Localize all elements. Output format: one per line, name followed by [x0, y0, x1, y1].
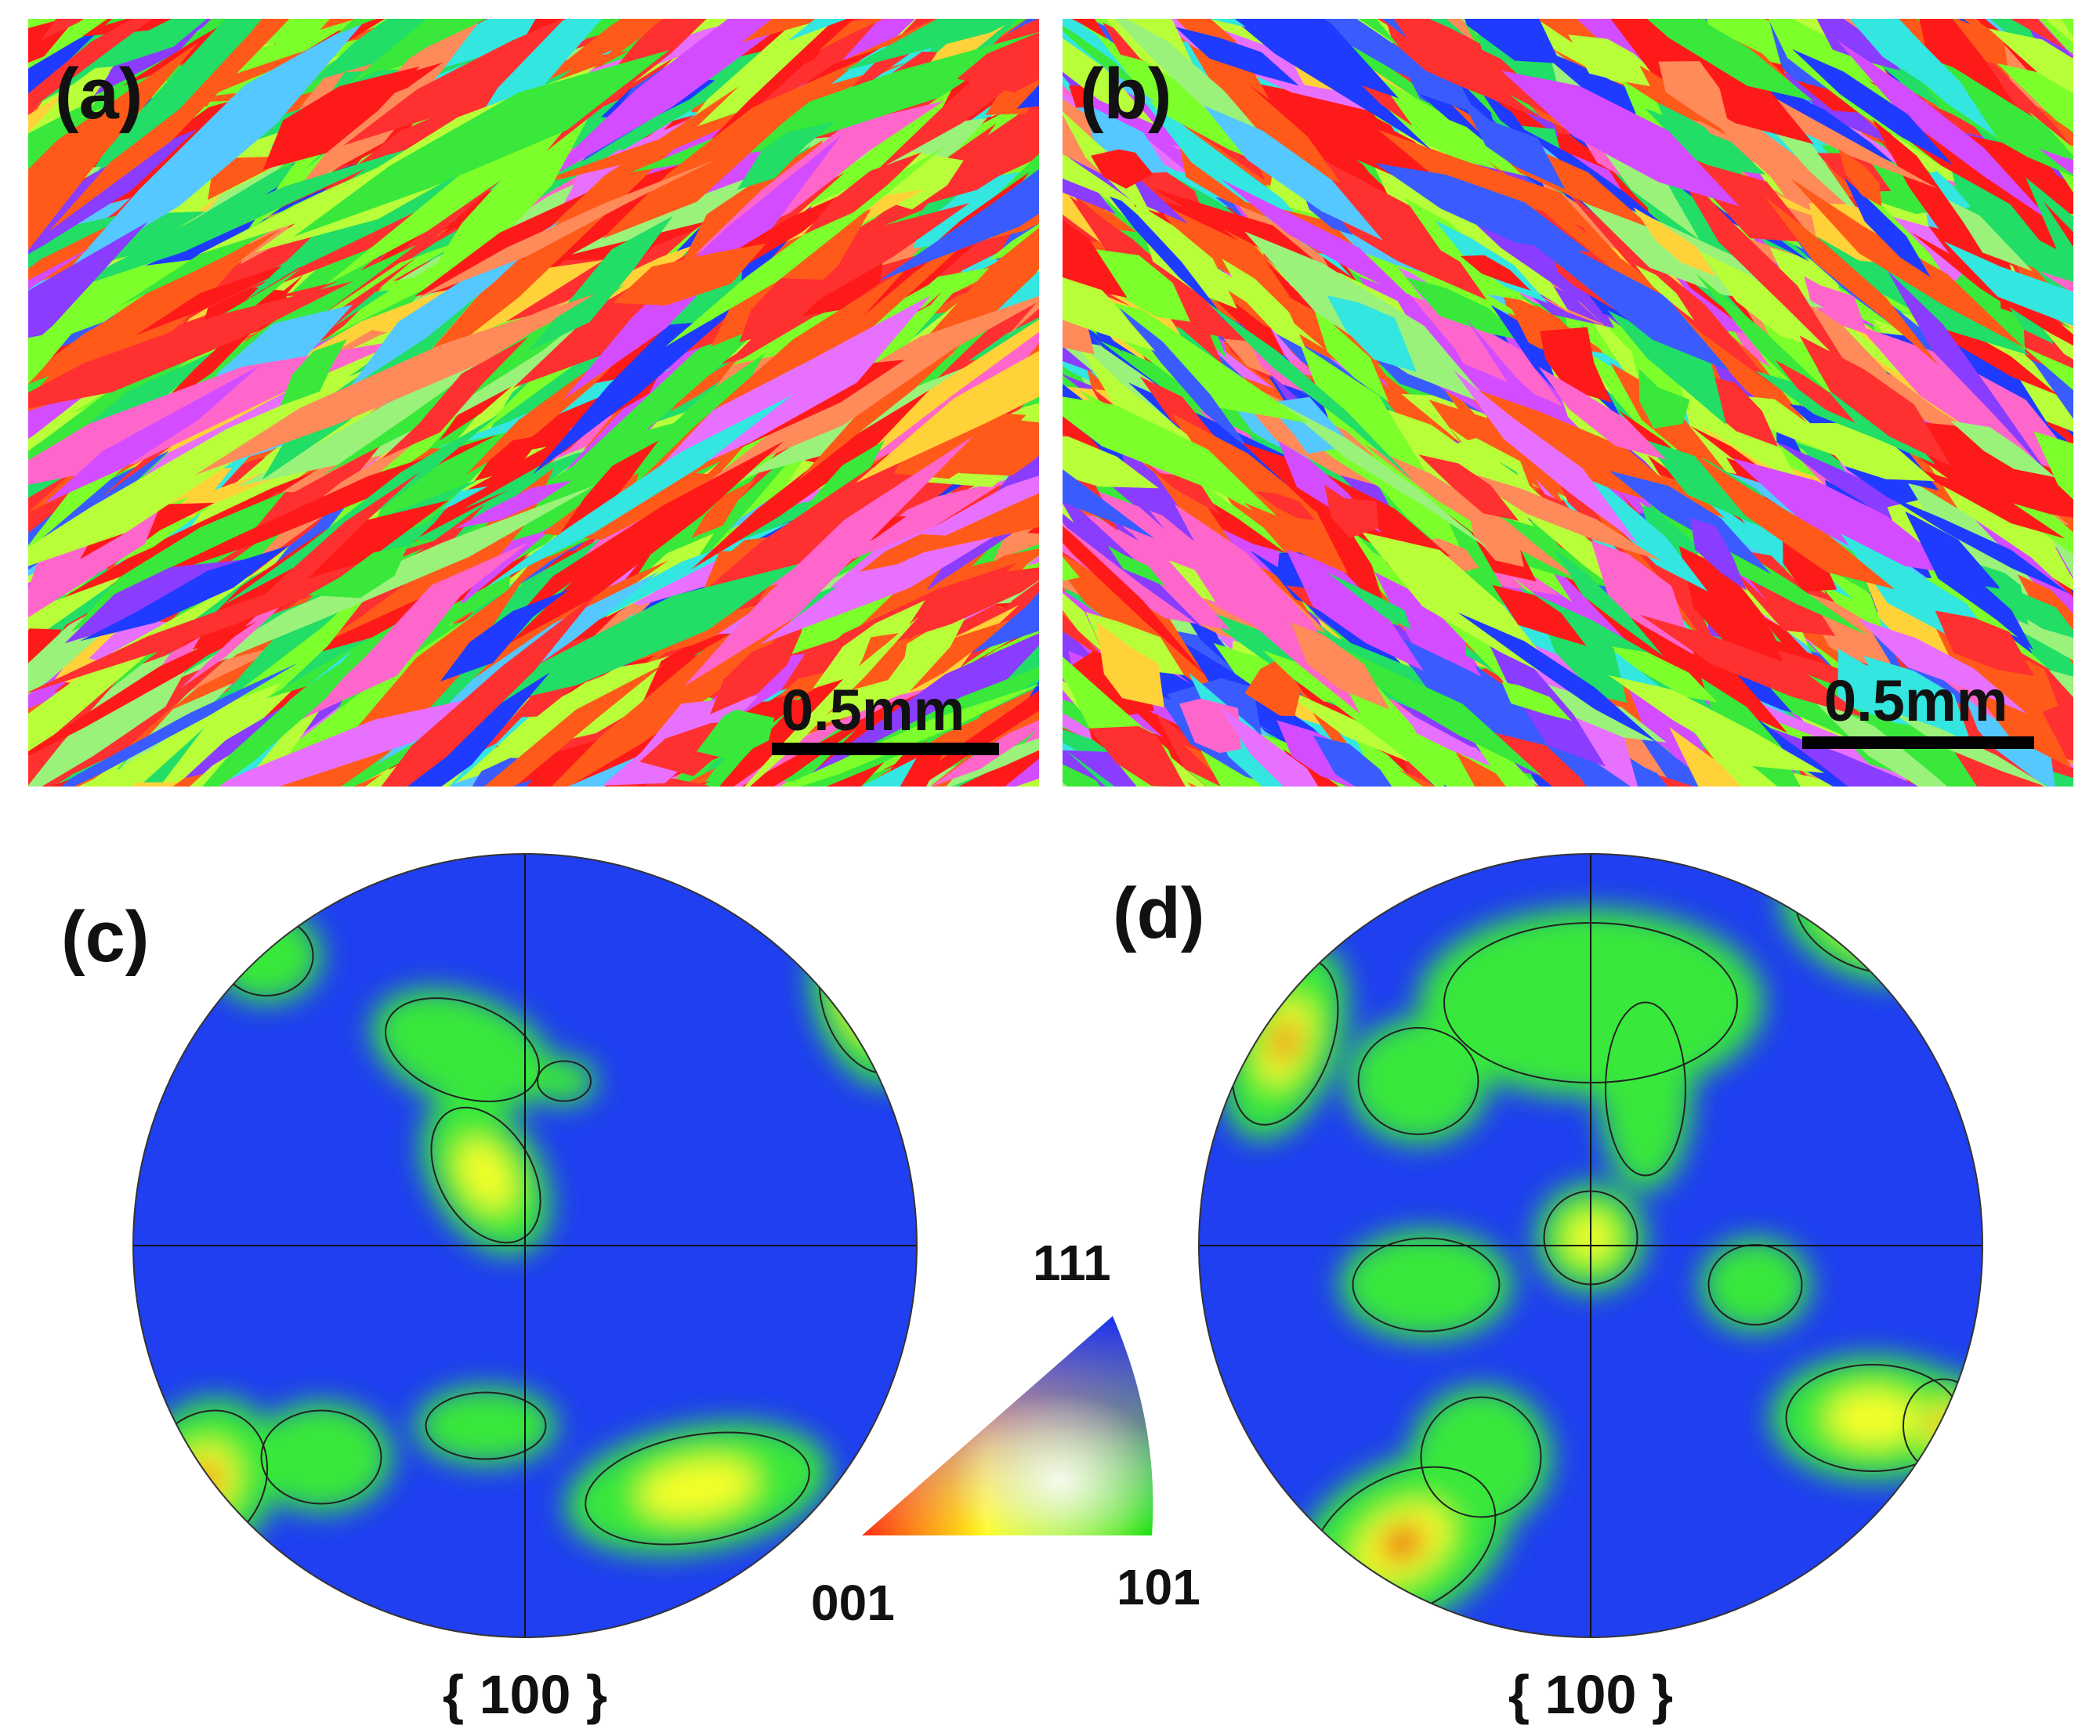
pole-figure-d-image	[1198, 853, 1983, 1638]
panel-label-b: (b)	[1080, 54, 1172, 134]
pole-figure-c-caption: { 100 }	[442, 1664, 608, 1725]
panel-label-a: (a)	[55, 54, 143, 134]
ebsd-map-a	[28, 19, 1039, 787]
panel-label-d: (d)	[1113, 873, 1205, 953]
ebsd-map-b-image	[1063, 19, 2073, 787]
scale-bar-a: 0.5mm	[772, 682, 1007, 768]
scale-bar-b-text: 0.5mm	[1824, 668, 2008, 733]
scale-bar-b: 0.5mm	[1802, 672, 2053, 758]
panel-label-c: (c)	[61, 897, 150, 977]
scale-bar-a-line	[772, 743, 999, 755]
ipf-color-key	[846, 1300, 1160, 1551]
pole-figure-d-caption: { 100 }	[1508, 1664, 1674, 1725]
ipf-triangle	[862, 1316, 1153, 1535]
ebsd-map-a-image	[28, 19, 1039, 787]
scale-bar-a-text: 0.5mm	[781, 678, 965, 743]
ebsd-map-b	[1063, 19, 2073, 787]
pole-figure-d	[1191, 846, 1990, 1645]
scale-bar-b-line	[1802, 736, 2034, 749]
ipf-label-001: 001	[811, 1575, 895, 1631]
pole-figure-c-image	[132, 853, 918, 1638]
ipf-label-101: 101	[1117, 1559, 1200, 1615]
ipf-label-111: 111	[1033, 1235, 1111, 1291]
pole-figure-c	[125, 846, 925, 1645]
